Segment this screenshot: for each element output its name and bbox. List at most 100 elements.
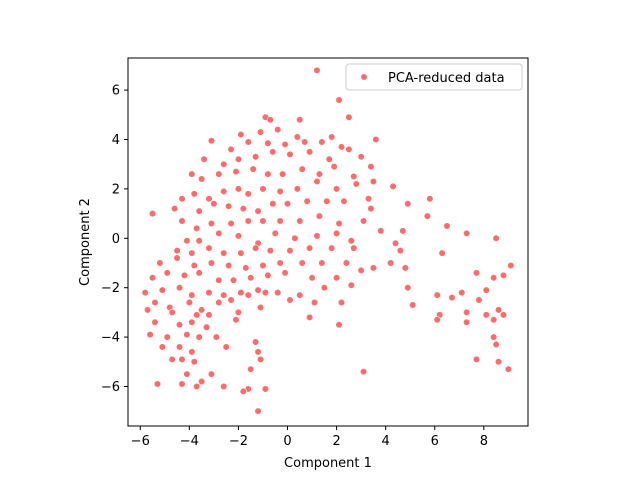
data-point bbox=[254, 348, 262, 356]
data-point bbox=[340, 197, 348, 205]
data-point bbox=[264, 139, 272, 147]
data-point bbox=[364, 195, 373, 203]
data-point bbox=[168, 308, 176, 316]
data-point bbox=[335, 219, 343, 228]
data-point bbox=[475, 296, 483, 304]
x-tick-label: 8 bbox=[480, 434, 488, 449]
data-point bbox=[232, 316, 240, 324]
data-point bbox=[200, 155, 208, 163]
data-point bbox=[151, 318, 159, 326]
data-point bbox=[296, 116, 304, 124]
data-point bbox=[188, 291, 196, 299]
data-point bbox=[342, 259, 351, 267]
data-point bbox=[296, 217, 304, 225]
x-tick-label: 4 bbox=[382, 434, 390, 449]
data-point bbox=[252, 244, 260, 252]
data-point bbox=[148, 274, 157, 282]
data-point bbox=[227, 296, 235, 304]
data-point bbox=[298, 165, 306, 173]
data-point bbox=[227, 219, 235, 228]
data-point bbox=[188, 318, 196, 326]
data-point bbox=[185, 298, 193, 307]
data-point bbox=[298, 259, 306, 267]
data-point bbox=[210, 200, 218, 208]
data-point bbox=[423, 212, 431, 220]
data-point bbox=[350, 244, 358, 252]
data-point bbox=[308, 274, 316, 282]
data-point bbox=[259, 185, 267, 193]
data-point bbox=[195, 269, 203, 277]
data-point bbox=[242, 264, 250, 272]
data-point bbox=[225, 261, 233, 270]
data-point bbox=[458, 289, 466, 297]
data-point bbox=[274, 289, 282, 297]
data-point bbox=[178, 355, 186, 363]
x-tick-label: 0 bbox=[283, 434, 291, 449]
data-point bbox=[372, 135, 380, 144]
data-point bbox=[215, 276, 223, 284]
data-point bbox=[313, 232, 321, 240]
data-point bbox=[276, 217, 284, 225]
data-point bbox=[220, 187, 228, 195]
data-point bbox=[345, 113, 353, 121]
data-point bbox=[507, 261, 515, 270]
data-point bbox=[188, 170, 196, 178]
data-point bbox=[296, 291, 304, 299]
data-point bbox=[183, 331, 191, 339]
data-point bbox=[220, 249, 228, 257]
data-point bbox=[357, 266, 365, 275]
data-point bbox=[151, 298, 159, 307]
data-point bbox=[347, 237, 355, 245]
data-point bbox=[463, 229, 471, 237]
data-point bbox=[276, 187, 284, 195]
data-point bbox=[271, 229, 279, 237]
data-point bbox=[178, 217, 186, 225]
data-point bbox=[234, 155, 243, 163]
data-point bbox=[401, 264, 409, 272]
data-point bbox=[318, 138, 326, 146]
data-point bbox=[215, 170, 223, 178]
data-point bbox=[306, 148, 314, 156]
data-point bbox=[254, 407, 262, 415]
data-point bbox=[198, 377, 206, 386]
data-point bbox=[202, 323, 211, 331]
data-point bbox=[195, 237, 203, 245]
y-tick-label: 6 bbox=[112, 84, 120, 99]
legend-label: PCA-reduced data bbox=[388, 71, 505, 86]
data-point bbox=[323, 197, 331, 205]
data-point bbox=[158, 286, 166, 294]
data-point bbox=[332, 274, 341, 282]
data-point bbox=[443, 222, 451, 230]
data-point bbox=[367, 205, 375, 213]
data-point bbox=[183, 370, 191, 378]
data-point bbox=[318, 259, 326, 267]
data-point bbox=[190, 190, 198, 198]
data-point bbox=[433, 291, 441, 299]
data-point bbox=[328, 133, 336, 141]
y-tick-label: −6 bbox=[101, 380, 120, 395]
data-point bbox=[207, 137, 216, 145]
y-axis-label: Component 2 bbox=[78, 198, 93, 286]
data-point bbox=[215, 298, 223, 307]
data-point bbox=[463, 308, 471, 316]
data-point bbox=[266, 247, 274, 255]
data-point bbox=[171, 205, 179, 213]
y-tick-label: 4 bbox=[112, 133, 120, 148]
data-point bbox=[494, 306, 503, 314]
x-tick-label: −2 bbox=[229, 434, 248, 449]
data-point bbox=[254, 286, 262, 294]
data-point bbox=[256, 128, 265, 136]
data-point bbox=[261, 385, 270, 393]
data-point bbox=[198, 306, 206, 314]
data-points bbox=[141, 66, 515, 415]
data-point bbox=[244, 190, 252, 198]
data-point bbox=[237, 249, 245, 257]
data-point bbox=[259, 261, 267, 270]
data-point bbox=[499, 311, 508, 319]
data-point bbox=[286, 296, 294, 304]
data-point bbox=[463, 318, 471, 326]
data-point bbox=[328, 244, 336, 252]
data-point bbox=[237, 289, 245, 297]
data-point bbox=[175, 343, 184, 351]
